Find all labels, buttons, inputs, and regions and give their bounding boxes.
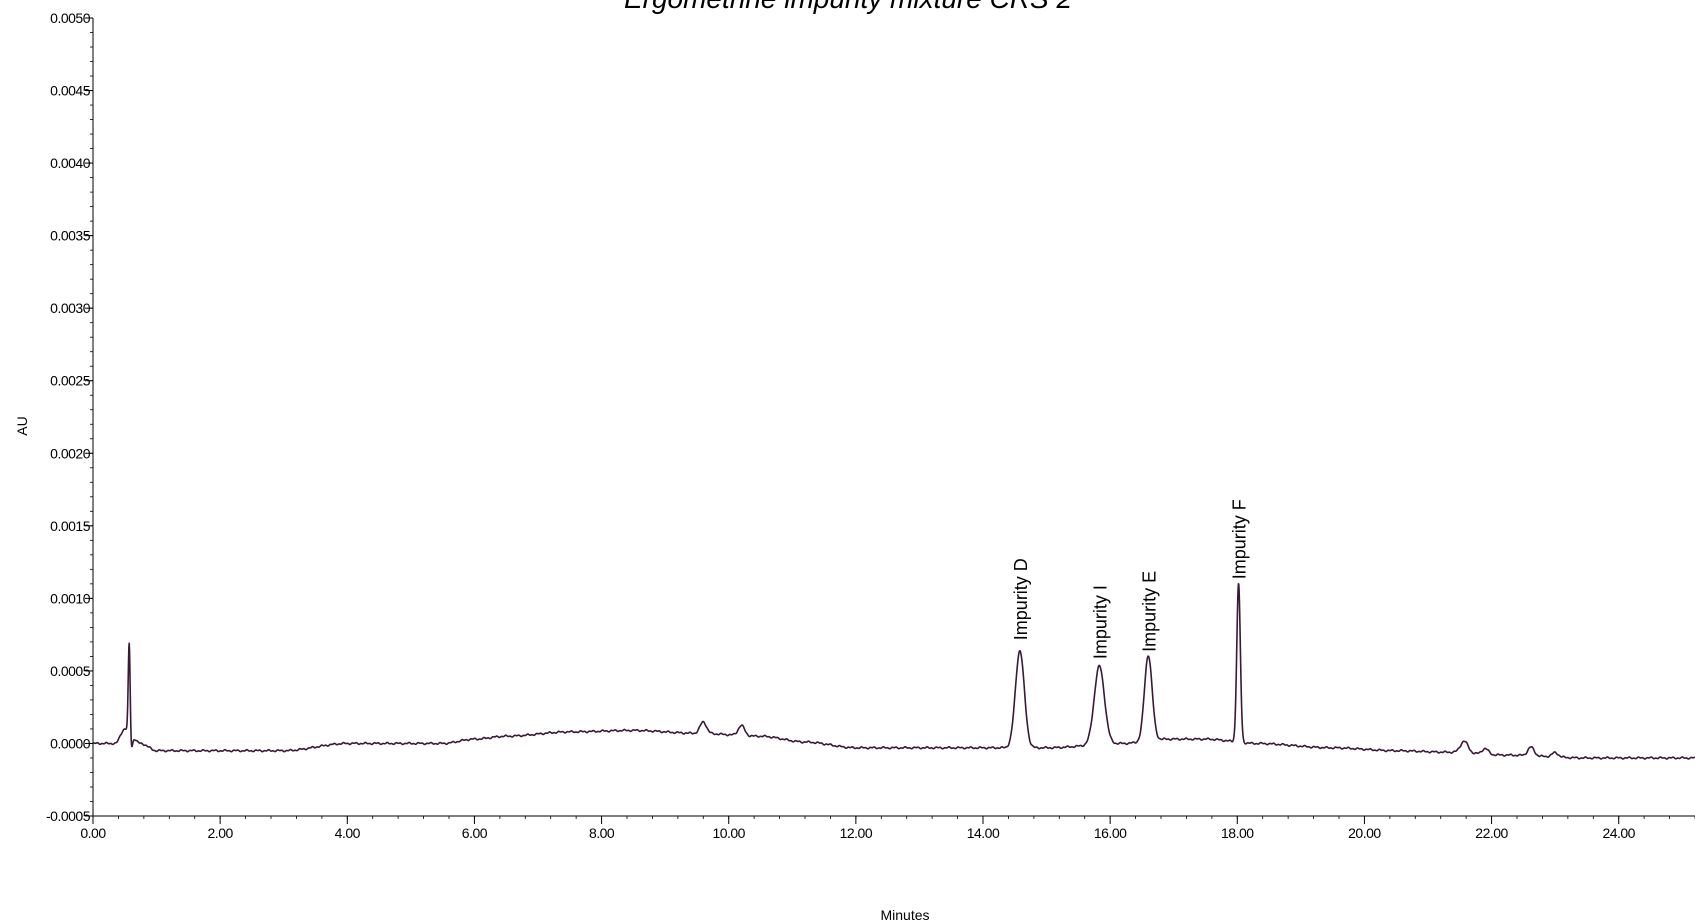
x-tick-label: 0.00 <box>80 825 106 841</box>
x-tick-label: 20.00 <box>1348 825 1381 841</box>
x-tick-label: 14.00 <box>967 825 1000 841</box>
y-tick-label: 0.0020 <box>50 445 91 461</box>
y-tick-label: 0.0015 <box>50 518 91 534</box>
peak-label: Impurity I <box>1090 585 1110 659</box>
x-tick-label: 2.00 <box>208 825 234 841</box>
x-tick-label: 8.00 <box>589 825 615 841</box>
x-tick-label: 22.00 <box>1475 825 1508 841</box>
y-tick-label: 0.0030 <box>50 300 91 316</box>
x-tick-label: 6.00 <box>462 825 488 841</box>
y-tick-label: 0.0040 <box>50 155 91 171</box>
y-axis-title: AU <box>14 416 30 435</box>
x-tick-label: 18.00 <box>1221 825 1254 841</box>
peak-labels: Impurity D Impurity I Impurity E Impurity F <box>1011 499 1250 659</box>
x-tick-label: 4.00 <box>335 825 361 841</box>
x-axis-title: Minutes <box>880 907 929 923</box>
y-tick-label: 0.0045 <box>50 83 91 99</box>
y-tick-label: 0.0010 <box>50 590 91 606</box>
y-tick-label: 0.0025 <box>50 373 91 389</box>
plot-area <box>92 582 1695 760</box>
peak-label: Impurity E <box>1139 571 1159 652</box>
peak-label: Impurity D <box>1011 558 1031 640</box>
y-tick-label: 0.0050 <box>50 10 91 26</box>
chart-title: Ergometrine impurity mixture CRS 2 <box>624 0 1073 14</box>
x-tick-label: 16.00 <box>1094 825 1127 841</box>
chromatogram-trace <box>92 582 1695 760</box>
peak-label: Impurity F <box>1230 499 1250 579</box>
x-tick-label: 24.00 <box>1602 825 1635 841</box>
x-tick-label: 12.00 <box>840 825 873 841</box>
y-axis: -0.0005 0.0000 0.0005 0.0010 0.0015 0.0020 0.0… <box>46 10 94 824</box>
x-tick-label: 10.00 <box>712 825 745 841</box>
x-axis: 0.00 2.00 4.00 6.00 8.00 10.00 12.00 14.00 16.00… <box>80 815 1695 841</box>
y-tick-label: 0.0005 <box>50 663 91 679</box>
y-tick-label: 0.0000 <box>50 735 91 751</box>
y-tick-label: -0.0005 <box>46 808 91 824</box>
y-tick-label: 0.0035 <box>50 228 91 244</box>
